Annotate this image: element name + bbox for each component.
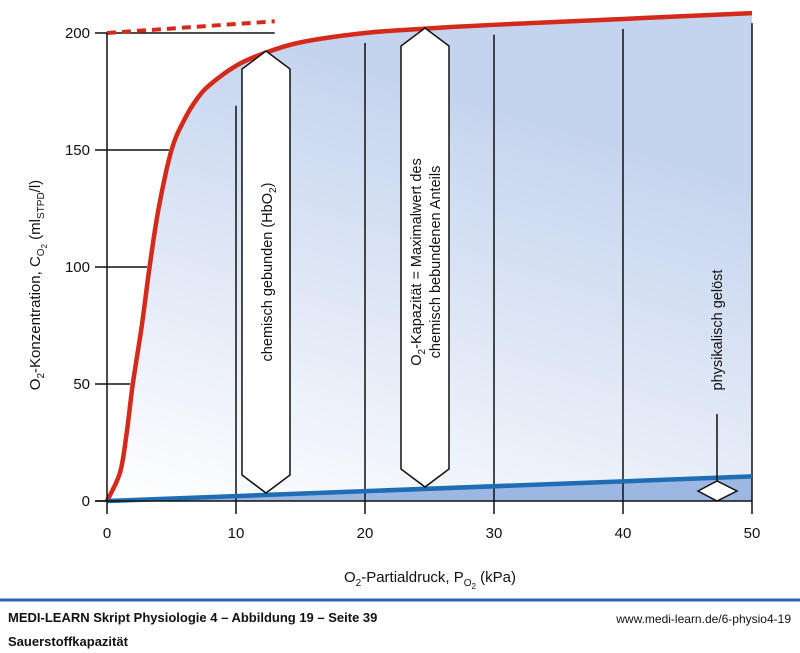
x-tick-label-30: 30 — [486, 525, 503, 542]
annotation-chemisch-gebunden: chemisch gebunden (HbO2) — [260, 183, 279, 362]
x-axis-label: O2-Partialdruck, PO2 (kPa) — [344, 569, 516, 591]
x-tick-label-10: 10 — [228, 525, 245, 542]
y-tick-label-150: 150 — [65, 142, 90, 159]
x-tick-label-40: 40 — [615, 525, 632, 542]
annotation-physikalisch-geloest: physikalisch gelöst — [710, 270, 726, 391]
arrow-o2-kapazitaet — [400, 27, 450, 488]
arrow-chemisch-gebunden — [241, 50, 291, 494]
series-dashed-capacity-line — [106, 19, 275, 35]
y-tick-label-0: 0 — [82, 493, 90, 510]
x-tick-label-20: 20 — [357, 525, 374, 542]
annotation-o2-kapazitaet: O2-Kapazität = Maximalwert des — [409, 158, 428, 365]
series-dissolved-line — [106, 474, 753, 504]
x-tick-label-50: 50 — [744, 525, 761, 542]
y-tick-label-50: 50 — [73, 376, 90, 393]
annotation-o2-kapazitaet-line2: chemisch bebundenen Anteils — [428, 166, 444, 359]
y-tick-label-100: 100 — [65, 259, 90, 276]
series-o2-total-curve — [104, 10, 753, 502]
y-tick-label-200: 200 — [65, 25, 90, 42]
x-tick-label-0: 0 — [103, 525, 111, 542]
y-axis-label: O2-Konzentration, CO2 (mlSTPD/l) — [27, 180, 49, 390]
footer-caption: Sauerstoffkapazität — [8, 634, 128, 649]
footer-url[interactable]: www.medi-learn.de/6-physio4-19 — [616, 612, 791, 626]
arrow-physikalisch-geloest — [696, 480, 739, 502]
footer-source: MEDI-LEARN Skript Physiologie 4 – Abbild… — [8, 610, 378, 625]
